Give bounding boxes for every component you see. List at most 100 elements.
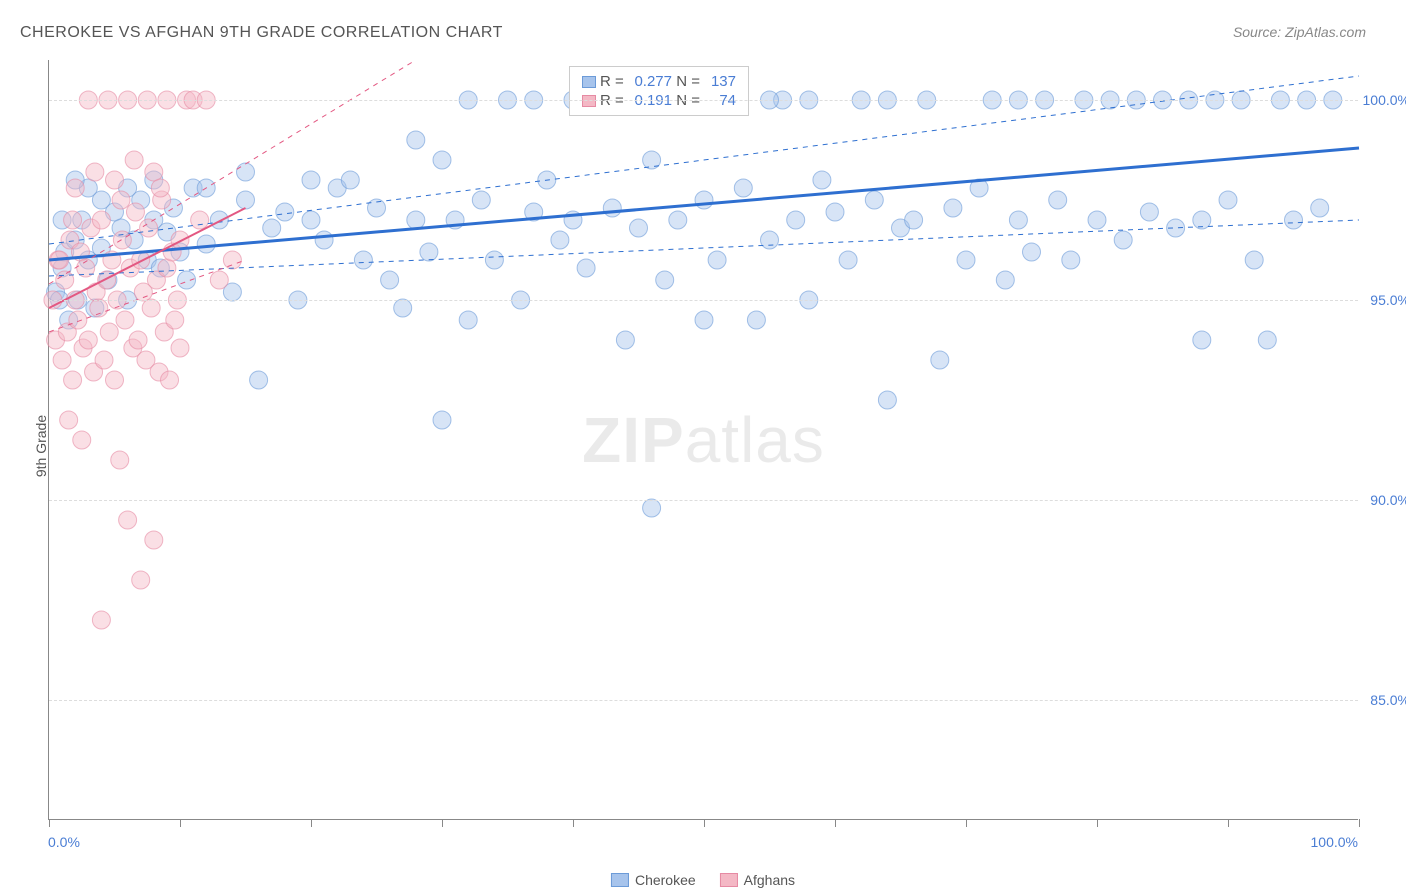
data-point bbox=[695, 311, 713, 329]
y-axis-label: 9th Grade bbox=[33, 415, 49, 477]
data-point bbox=[112, 191, 130, 209]
x-tick bbox=[835, 819, 836, 827]
data-point bbox=[433, 411, 451, 429]
data-point bbox=[276, 203, 294, 221]
x-axis-end-label: 100.0% bbox=[1311, 834, 1358, 850]
x-tick bbox=[49, 819, 50, 827]
stat-n-label: N = bbox=[672, 73, 700, 90]
data-point bbox=[69, 311, 87, 329]
data-point bbox=[1049, 191, 1067, 209]
x-axis-start-label: 0.0% bbox=[48, 834, 80, 850]
data-point bbox=[53, 351, 71, 369]
data-point bbox=[944, 199, 962, 217]
data-point bbox=[197, 235, 215, 253]
x-tick bbox=[442, 819, 443, 827]
x-tick bbox=[311, 819, 312, 827]
data-point bbox=[116, 311, 134, 329]
data-point bbox=[931, 351, 949, 369]
source-attribution: Source: ZipAtlas.com bbox=[1233, 24, 1366, 40]
x-tick bbox=[704, 819, 705, 827]
data-point bbox=[1009, 211, 1027, 229]
data-point bbox=[734, 179, 752, 197]
data-point bbox=[119, 511, 137, 529]
data-point bbox=[250, 371, 268, 389]
data-point bbox=[126, 203, 144, 221]
data-point bbox=[100, 323, 118, 341]
data-point bbox=[1245, 251, 1263, 269]
data-point bbox=[643, 499, 661, 517]
data-point bbox=[630, 219, 648, 237]
data-point bbox=[656, 271, 674, 289]
x-tick bbox=[180, 819, 181, 827]
chart-container: CHEROKEE VS AFGHAN 9TH GRADE CORRELATION… bbox=[0, 0, 1406, 892]
data-point bbox=[603, 199, 621, 217]
correlation-stats-box: R =0.277N =137R =0.191N =74 bbox=[569, 66, 749, 116]
data-point bbox=[60, 411, 78, 429]
data-point bbox=[56, 271, 74, 289]
data-point bbox=[747, 311, 765, 329]
data-point bbox=[394, 299, 412, 317]
data-point bbox=[1140, 203, 1158, 221]
data-point bbox=[210, 211, 228, 229]
data-point bbox=[145, 163, 163, 181]
data-point bbox=[485, 251, 503, 269]
data-point bbox=[66, 179, 84, 197]
gridline bbox=[49, 300, 1358, 301]
data-point bbox=[158, 259, 176, 277]
stat-swatch bbox=[582, 76, 596, 88]
data-point bbox=[787, 211, 805, 229]
data-point bbox=[210, 271, 228, 289]
data-point bbox=[1062, 251, 1080, 269]
data-point bbox=[957, 251, 975, 269]
data-point bbox=[708, 251, 726, 269]
data-point bbox=[79, 331, 97, 349]
data-point bbox=[92, 211, 110, 229]
data-point bbox=[1285, 211, 1303, 229]
data-point bbox=[407, 131, 425, 149]
data-point bbox=[669, 211, 687, 229]
data-point bbox=[472, 191, 490, 209]
data-point bbox=[237, 163, 255, 181]
y-tick-label: 85.0% bbox=[1358, 692, 1406, 708]
data-point bbox=[161, 371, 179, 389]
data-point bbox=[142, 299, 160, 317]
gridline bbox=[49, 100, 1358, 101]
data-point bbox=[223, 251, 241, 269]
data-point bbox=[302, 211, 320, 229]
data-point bbox=[839, 251, 857, 269]
data-point bbox=[125, 151, 143, 169]
legend: CherokeeAfghans bbox=[611, 872, 795, 888]
data-point bbox=[577, 259, 595, 277]
data-point bbox=[129, 331, 147, 349]
legend-item: Cherokee bbox=[611, 872, 696, 888]
data-point bbox=[996, 271, 1014, 289]
data-point bbox=[95, 351, 113, 369]
data-point bbox=[1023, 243, 1041, 261]
data-point bbox=[1258, 331, 1276, 349]
data-point bbox=[151, 179, 169, 197]
data-point bbox=[813, 171, 831, 189]
data-point bbox=[616, 331, 634, 349]
data-point bbox=[1088, 211, 1106, 229]
data-point bbox=[178, 271, 196, 289]
data-point bbox=[865, 191, 883, 209]
data-point bbox=[106, 371, 124, 389]
data-point bbox=[171, 339, 189, 357]
x-tick bbox=[1097, 819, 1098, 827]
data-point bbox=[1193, 331, 1211, 349]
data-point bbox=[302, 171, 320, 189]
data-point bbox=[407, 211, 425, 229]
x-tick bbox=[573, 819, 574, 827]
y-tick-label: 100.0% bbox=[1358, 92, 1406, 108]
legend-swatch bbox=[720, 873, 738, 887]
gridline bbox=[49, 500, 1358, 501]
data-point bbox=[1114, 231, 1132, 249]
stat-n-value: 137 bbox=[700, 73, 736, 90]
data-point bbox=[106, 171, 124, 189]
data-point bbox=[237, 191, 255, 209]
data-point bbox=[1311, 199, 1329, 217]
x-tick bbox=[1228, 819, 1229, 827]
data-point bbox=[90, 299, 108, 317]
data-point bbox=[761, 231, 779, 249]
data-point bbox=[171, 231, 189, 249]
